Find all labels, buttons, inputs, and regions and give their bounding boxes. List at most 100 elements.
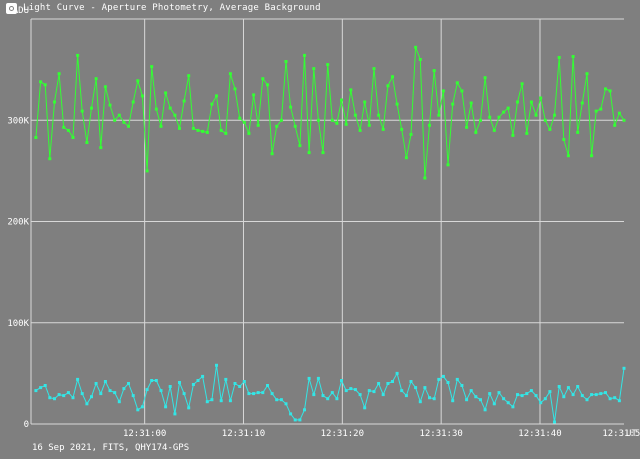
data-point bbox=[215, 94, 218, 98]
data-point bbox=[168, 385, 172, 388]
data-point bbox=[539, 96, 543, 100]
data-point bbox=[62, 394, 66, 398]
data-point bbox=[53, 100, 56, 104]
data-point bbox=[349, 88, 353, 92]
data-point bbox=[307, 151, 311, 155]
data-point bbox=[90, 106, 93, 110]
data-point bbox=[62, 125, 66, 129]
data-point bbox=[66, 391, 70, 395]
data-point bbox=[108, 389, 112, 393]
data-point bbox=[377, 382, 381, 385]
data-point bbox=[562, 395, 566, 399]
data-point bbox=[525, 392, 529, 396]
data-point bbox=[437, 113, 441, 117]
target-series-line bbox=[35, 47, 625, 179]
data-point bbox=[580, 394, 584, 398]
data-point bbox=[173, 412, 177, 416]
data-point bbox=[293, 124, 297, 128]
data-point bbox=[178, 126, 181, 130]
data-point bbox=[94, 77, 98, 81]
data-point bbox=[321, 151, 325, 155]
data-point bbox=[289, 412, 293, 416]
data-point bbox=[168, 106, 172, 110]
data-point bbox=[187, 74, 191, 78]
data-point bbox=[182, 392, 186, 396]
data-point bbox=[122, 387, 126, 391]
data-point bbox=[178, 381, 181, 384]
data-point bbox=[94, 382, 98, 385]
data-point bbox=[307, 376, 311, 380]
data-point bbox=[233, 87, 237, 91]
data-point bbox=[284, 60, 288, 63]
data-point bbox=[553, 420, 556, 424]
data-point bbox=[506, 401, 510, 405]
x-tick-label: 12:31:50 bbox=[602, 429, 640, 439]
data-point bbox=[488, 392, 492, 396]
data-point bbox=[516, 100, 519, 104]
data-point bbox=[576, 130, 580, 134]
data-point bbox=[131, 100, 135, 104]
target-series bbox=[34, 45, 626, 180]
data-point bbox=[585, 398, 589, 402]
data-point bbox=[594, 393, 598, 397]
data-point bbox=[340, 98, 343, 102]
data-point bbox=[511, 133, 515, 137]
data-point bbox=[43, 384, 47, 387]
data-point bbox=[391, 380, 394, 383]
data-point bbox=[516, 393, 519, 397]
data-point bbox=[275, 124, 279, 128]
data-point bbox=[441, 89, 445, 93]
data-point bbox=[303, 408, 306, 412]
data-point bbox=[266, 384, 269, 387]
data-point bbox=[557, 385, 561, 388]
data-point bbox=[238, 385, 242, 388]
data-point bbox=[344, 389, 348, 393]
data-point bbox=[423, 386, 427, 390]
data-point bbox=[261, 391, 265, 395]
data-point bbox=[372, 390, 376, 394]
data-point bbox=[400, 127, 404, 131]
data-point bbox=[506, 106, 510, 110]
data-point bbox=[349, 387, 353, 391]
x-tick-label: 12:31:40 bbox=[518, 429, 561, 439]
data-point bbox=[377, 113, 381, 117]
data-point bbox=[566, 154, 570, 158]
data-point bbox=[159, 389, 163, 393]
data-point bbox=[497, 115, 501, 119]
data-point bbox=[210, 398, 214, 402]
data-point bbox=[187, 406, 191, 410]
data-point bbox=[474, 395, 478, 399]
data-point bbox=[465, 398, 469, 402]
data-point bbox=[381, 127, 385, 131]
data-point bbox=[127, 124, 130, 128]
data-point bbox=[48, 157, 52, 161]
data-point bbox=[395, 371, 399, 375]
data-point bbox=[479, 398, 482, 402]
data-point bbox=[80, 109, 84, 113]
data-point bbox=[566, 386, 570, 390]
data-point bbox=[497, 391, 501, 395]
data-point bbox=[228, 399, 232, 403]
data-point bbox=[622, 118, 626, 122]
data-point bbox=[580, 101, 584, 105]
data-point bbox=[312, 67, 316, 71]
x-tick-label: 12:31:30 bbox=[419, 429, 462, 439]
data-point bbox=[39, 80, 43, 84]
data-point bbox=[191, 383, 195, 386]
data-point bbox=[270, 392, 274, 396]
data-point bbox=[266, 83, 269, 87]
data-point bbox=[326, 397, 330, 401]
data-point bbox=[298, 418, 302, 422]
data-point bbox=[511, 405, 515, 409]
data-point bbox=[330, 391, 334, 395]
data-point bbox=[599, 107, 603, 111]
data-point bbox=[252, 392, 256, 396]
data-point bbox=[340, 379, 343, 382]
data-point bbox=[228, 72, 232, 76]
data-point bbox=[502, 397, 506, 401]
data-point bbox=[99, 392, 103, 396]
data-point bbox=[571, 393, 575, 397]
data-point bbox=[460, 384, 464, 387]
data-point bbox=[414, 386, 418, 390]
data-point bbox=[428, 396, 431, 400]
